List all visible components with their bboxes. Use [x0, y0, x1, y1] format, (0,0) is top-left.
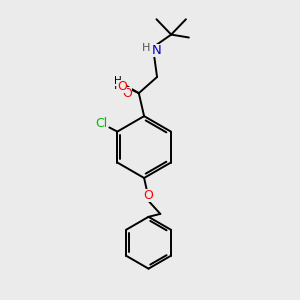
Text: Cl: Cl	[95, 117, 107, 130]
Text: N: N	[152, 44, 161, 57]
Text: H: H	[114, 76, 122, 86]
Text: H: H	[142, 43, 150, 52]
Text: H: H	[114, 81, 122, 92]
Text: O: O	[144, 189, 154, 202]
Text: O: O	[117, 80, 127, 93]
Text: H: H	[115, 82, 123, 92]
Text: O: O	[122, 87, 132, 100]
